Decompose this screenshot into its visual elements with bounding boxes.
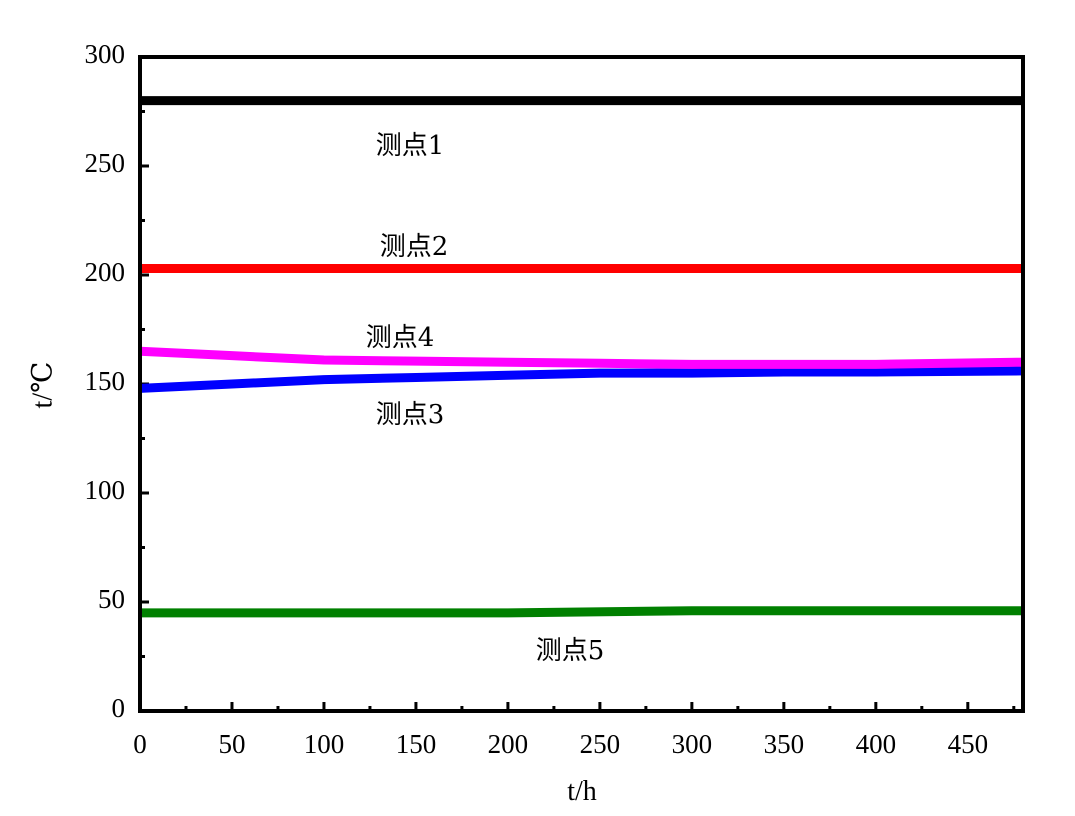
x-tick-label: 350: [764, 729, 805, 759]
series-labels: 测点1 测点2 测点3 测点4 测点5: [366, 131, 605, 666]
y-tick-label: 100: [85, 475, 126, 505]
y-tick-label: 0: [112, 693, 126, 723]
y-tick-label: 50: [98, 584, 125, 614]
x-tick-label: 0: [133, 729, 147, 759]
series-line: [139, 346, 1024, 369]
x-tick-label: 400: [856, 729, 897, 759]
series-label: 测点4: [366, 323, 435, 353]
y-axis-title: t/℃: [27, 362, 58, 409]
y-tick-label: 150: [85, 366, 126, 396]
y-tick-label: 250: [85, 148, 126, 178]
x-tick-label: 250: [580, 729, 621, 759]
x-tick-label: 300: [672, 729, 713, 759]
plot-frame: [138, 55, 1025, 713]
y-tick-label: 300: [85, 39, 126, 69]
x-axis-title: t/h: [567, 776, 597, 807]
x-tick-label: 200: [488, 729, 529, 759]
series-label: 测点2: [380, 232, 449, 262]
x-tick-label: 450: [948, 729, 989, 759]
series-label: 测点1: [376, 131, 445, 161]
x-tick-label: 50: [218, 729, 245, 759]
x-tick-label: 150: [396, 729, 437, 759]
series-line: [140, 606, 1023, 618]
series-label: 测点3: [376, 400, 445, 430]
x-tick-label: 100: [304, 729, 345, 759]
series-line: [139, 366, 1024, 393]
x-axis-ticks: 0 50 100 150 200 250 300 350 400 450: [133, 702, 1016, 759]
y-tick-label: 200: [85, 257, 126, 287]
series-lines: [139, 96, 1024, 618]
series-label: 测点5: [536, 636, 605, 666]
y-axis-ticks: 0 50 100 150 200 250 300: [85, 39, 149, 723]
